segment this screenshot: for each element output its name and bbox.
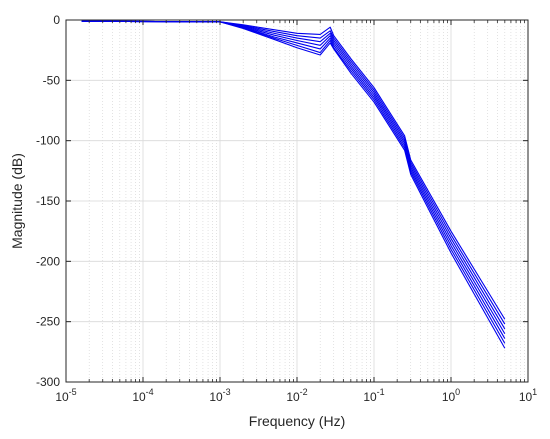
y-tick-labels: 0 -50 -100 -150 -200 -250 -300 [36,13,60,389]
y-tick-label: -250 [36,315,60,329]
x-tick-exponent: 1 [532,387,537,397]
x-tick-base: 10 [55,390,69,404]
x-axis-label: Frequency (Hz) [249,413,345,429]
x-tick-exponent: -2 [300,387,308,397]
x-tick-label: 10-1 [363,387,384,404]
series-line-1 [81,20,506,320]
x-tick-labels: 10-5 10-4 10-3 10-2 10-1 100 101 [55,387,537,404]
series-line-5 [81,20,506,339]
y-tick-label: -100 [36,134,60,148]
tick-marks [65,19,529,383]
x-tick-label: 101 [519,387,537,404]
y-tick-label: -150 [36,194,60,208]
x-tick-base: 10 [442,390,456,404]
x-tick-base: 10 [363,390,377,404]
series-layer [81,20,506,349]
y-tick-label: -300 [36,375,60,389]
x-tick-exponent: 0 [455,387,460,397]
series-line-2 [81,20,506,325]
series-line-6 [81,20,506,344]
x-tick-base: 10 [209,390,223,404]
x-tick-label: 10-5 [55,387,76,404]
x-tick-label: 100 [442,387,460,404]
x-tick-label: 10-2 [286,387,307,404]
x-tick-base: 10 [132,390,146,404]
y-axis-label: Magnitude (dB) [9,153,25,249]
x-tick-label: 10-4 [132,387,153,404]
x-tick-exponent: -4 [146,387,154,397]
y-tick-label: -50 [43,73,61,87]
x-tick-base: 10 [519,390,533,404]
y-tick-label: 0 [53,13,60,27]
series-line-7 [81,20,506,349]
series-line-4 [81,20,506,335]
x-tick-exponent: -3 [223,387,231,397]
x-tick-exponent: -1 [377,387,385,397]
x-tick-label: 10-3 [209,387,230,404]
series-line-3 [81,20,506,330]
x-tick-exponent: -5 [69,387,77,397]
y-tick-label: -200 [36,254,60,268]
x-tick-base: 10 [286,390,300,404]
